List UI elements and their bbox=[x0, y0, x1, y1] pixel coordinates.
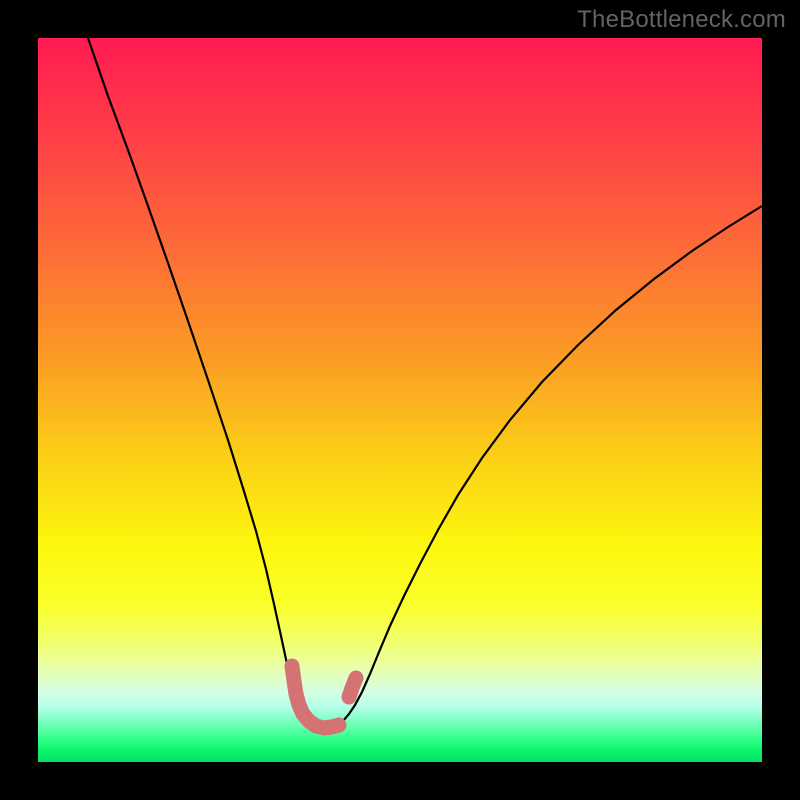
bottleneck-curve bbox=[88, 38, 762, 730]
watermark-text: TheBottleneck.com bbox=[577, 6, 786, 34]
chart-svg bbox=[38, 38, 762, 762]
pink-mark-0 bbox=[292, 666, 339, 728]
plot-area bbox=[38, 38, 762, 762]
pink-mark-1 bbox=[349, 678, 356, 697]
